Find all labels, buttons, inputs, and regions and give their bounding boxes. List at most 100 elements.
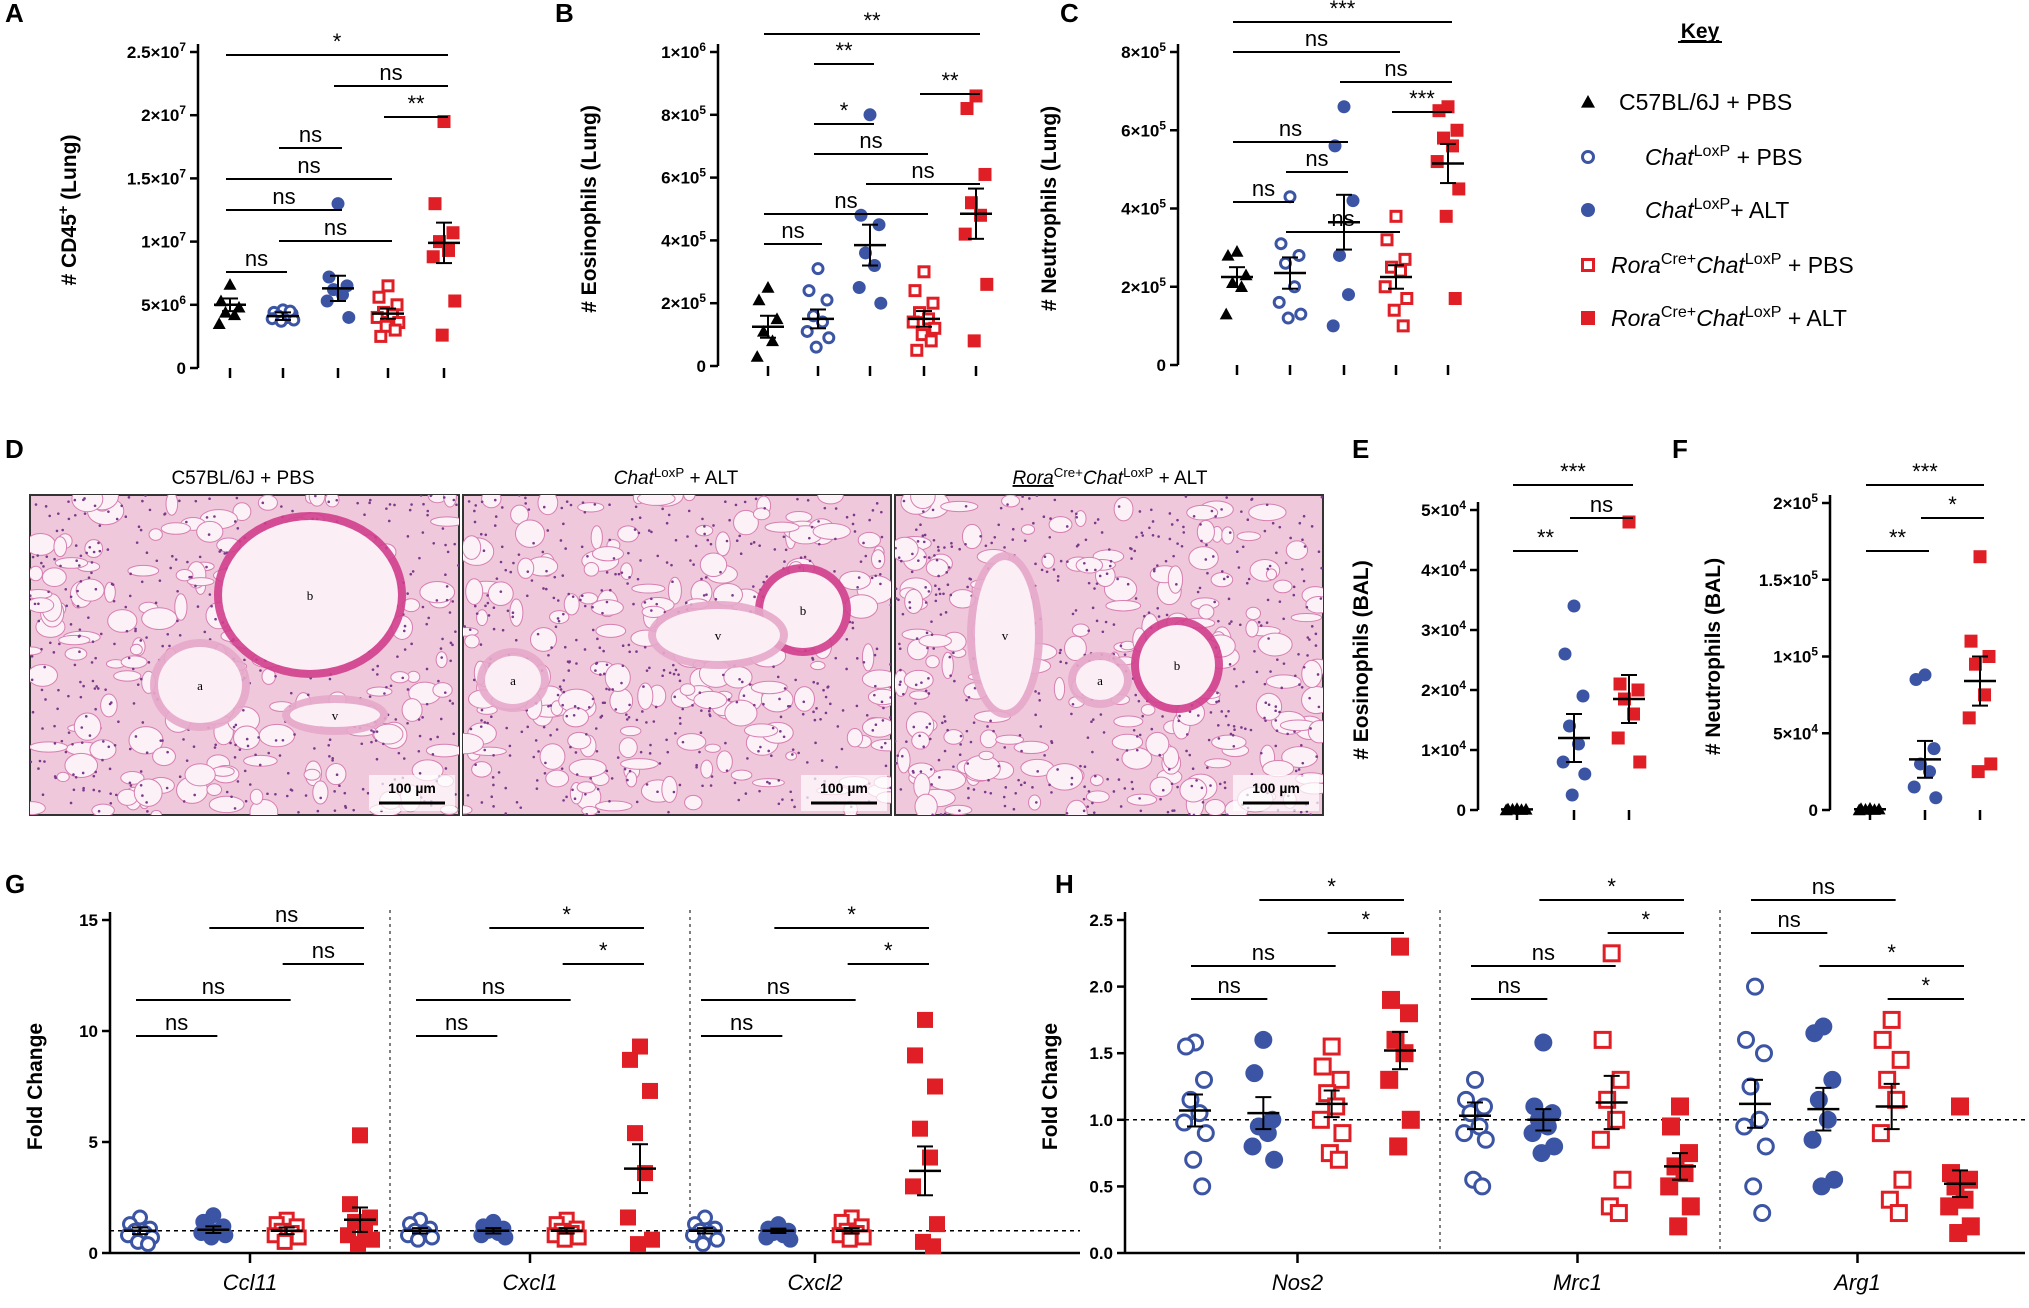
alveolus — [120, 771, 145, 785]
nucleus — [87, 576, 91, 579]
nucleus — [896, 754, 900, 757]
alveolus — [1053, 677, 1066, 701]
nucleus — [600, 714, 604, 718]
nucleus — [742, 694, 746, 698]
nucleus — [882, 706, 885, 710]
nucleus — [645, 669, 649, 672]
significance-label: * — [884, 938, 893, 963]
nucleus — [967, 787, 970, 790]
nucleus — [304, 794, 308, 797]
nucleus — [564, 547, 567, 550]
alveolus — [1204, 758, 1232, 769]
nucleus — [989, 719, 992, 723]
nucleus — [864, 554, 868, 558]
nucleus — [600, 589, 604, 592]
nucleus — [444, 543, 447, 547]
nucleus — [1230, 620, 1233, 623]
nucleus — [567, 661, 571, 664]
nucleus — [194, 499, 198, 503]
nucleus — [1071, 702, 1075, 706]
alveolus — [750, 680, 788, 695]
data-point — [1283, 190, 1297, 204]
nucleus — [425, 702, 429, 706]
legend-label-part: Chat — [1645, 197, 1695, 223]
gene-label: Cxcl2 — [787, 1270, 842, 1295]
nucleus — [1300, 685, 1304, 689]
alveolus — [700, 759, 714, 779]
nucleus — [808, 536, 811, 540]
alveolus — [1211, 734, 1247, 750]
nucleus — [826, 686, 829, 689]
nucleus — [1168, 537, 1172, 541]
nucleus — [229, 741, 232, 745]
legend-title: Key — [1681, 20, 1720, 43]
data-point — [1329, 1150, 1348, 1169]
nucleus — [1266, 567, 1270, 571]
nucleus — [813, 718, 817, 722]
nucleus — [943, 812, 947, 815]
y-tick-label-part: 2.5×10 — [127, 43, 179, 62]
nucleus — [945, 571, 949, 574]
nucleus — [73, 498, 77, 502]
alveolus — [71, 495, 104, 513]
nucleus — [430, 495, 433, 497]
nucleus — [81, 771, 85, 775]
nucleus — [591, 605, 594, 609]
data-point — [1333, 248, 1346, 262]
data-point — [632, 1038, 648, 1055]
nucleus — [617, 572, 621, 576]
nucleus — [1156, 564, 1159, 567]
nucleus — [403, 624, 407, 628]
nucleus — [479, 643, 483, 646]
nucleus — [144, 495, 147, 497]
alveolus — [590, 599, 624, 616]
nucleus — [328, 755, 331, 758]
nucleus — [67, 517, 71, 521]
nucleus — [681, 740, 685, 744]
nucleus — [1294, 674, 1297, 678]
nucleus — [451, 702, 455, 705]
nucleus — [37, 619, 41, 623]
nucleus — [650, 597, 653, 601]
nucleus — [783, 560, 786, 563]
nucleus — [608, 799, 611, 803]
significance-label: ns — [1498, 973, 1521, 998]
nucleus — [1092, 811, 1096, 814]
nucleus — [486, 594, 489, 597]
nucleus — [1034, 713, 1037, 717]
nucleus — [598, 646, 602, 650]
alveolus — [941, 651, 954, 680]
data-point — [905, 1178, 921, 1195]
data-point — [750, 350, 764, 362]
nucleus — [483, 721, 487, 724]
nucleus — [504, 786, 508, 790]
nucleus — [708, 714, 712, 718]
alveolus — [562, 707, 589, 728]
nucleus — [484, 533, 488, 537]
nucleus — [473, 520, 477, 524]
nucleus — [473, 509, 476, 513]
alveolus — [846, 728, 864, 748]
nucleus — [874, 684, 877, 688]
significance-label: ns — [1778, 907, 1801, 932]
nucleus — [556, 599, 560, 602]
nucleus — [198, 555, 202, 559]
nucleus — [555, 728, 559, 731]
alveolus — [56, 771, 70, 783]
nucleus — [815, 707, 818, 710]
y-tick-label-part: 5 — [89, 1133, 98, 1152]
nucleus — [686, 535, 689, 538]
nucleus — [542, 505, 546, 509]
nucleus — [497, 771, 501, 774]
nucleus — [448, 699, 452, 703]
data-point — [1971, 765, 1985, 779]
nucleus — [1075, 544, 1079, 548]
nucleus — [763, 506, 767, 510]
nucleus — [1192, 514, 1196, 518]
data-point — [926, 296, 940, 310]
nucleus — [515, 800, 519, 804]
nucleus — [446, 550, 450, 554]
lumen — [1139, 625, 1215, 705]
nucleus — [928, 737, 932, 741]
nucleus — [725, 769, 729, 772]
